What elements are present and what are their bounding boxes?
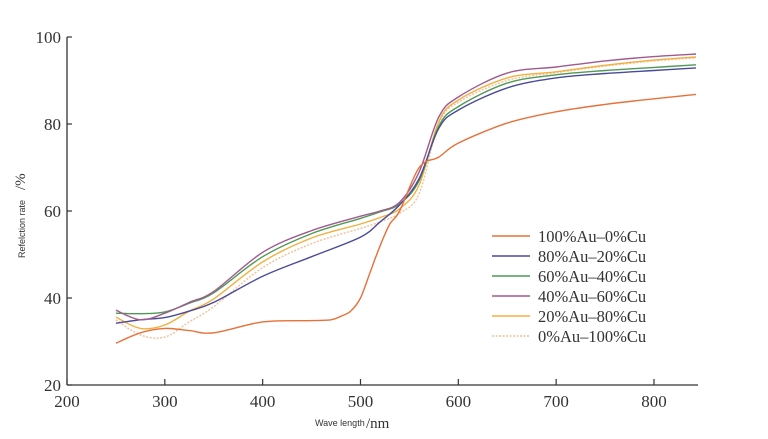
legend-label-1: 80%Au–20%Cu — [538, 247, 646, 266]
legend-label-2: 60%Au–40%Cu — [538, 267, 646, 286]
x-tick-label: 800 — [641, 392, 667, 411]
x-tick-label: 200 — [54, 392, 80, 411]
x-tick-label: 700 — [543, 392, 569, 411]
x-tick-label: 600 — [446, 392, 472, 411]
axes: 20 40 60 80 100 200 300 400 500 600 700 800 — [36, 28, 698, 411]
legend-label-4: 20%Au–80%Cu — [538, 307, 646, 326]
series-line-0 — [115, 93, 697, 344]
y-axis-unit: /% — [13, 173, 29, 190]
series-line-5 — [115, 57, 697, 339]
series-lines — [115, 53, 697, 344]
x-tick-label: 300 — [152, 392, 178, 411]
series-line-3 — [115, 53, 697, 321]
y-tick-label: 100 — [36, 28, 62, 47]
y-tick-label: 60 — [44, 202, 61, 221]
x-axis-label: Wave length — [315, 418, 365, 428]
legend-label-0: 100%Au–0%Cu — [538, 227, 646, 246]
legend-label-5: 0%Au–100%Cu — [538, 327, 646, 346]
x-axis-unit: /nm — [366, 416, 390, 432]
x-tick-label: 500 — [348, 392, 374, 411]
x-tick-label: 400 — [250, 392, 276, 411]
series-line-1 — [115, 67, 697, 324]
y-axis-label: Refelction rate — [17, 200, 27, 258]
legend: 100%Au–0%Cu80%Au–20%Cu60%Au–40%Cu40%Au–6… — [492, 227, 646, 346]
legend-label-3: 40%Au–60%Cu — [538, 287, 646, 306]
y-tick-label: 20 — [44, 376, 61, 395]
y-tick-label: 40 — [44, 289, 61, 308]
y-tick-label: 80 — [44, 115, 61, 134]
